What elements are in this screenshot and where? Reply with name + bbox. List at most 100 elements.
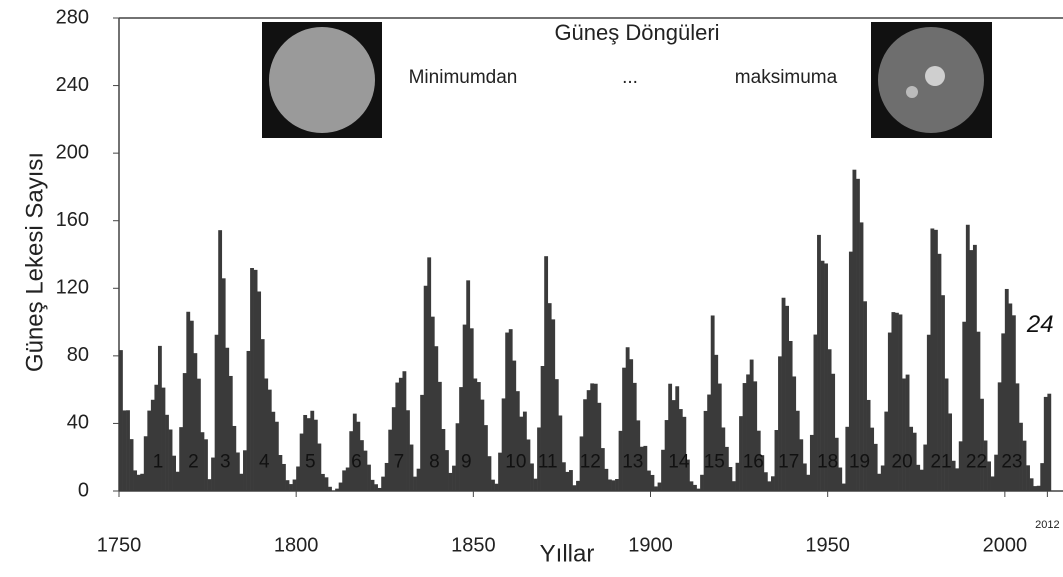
bar — [417, 469, 421, 491]
bar — [612, 480, 616, 491]
bar — [378, 488, 382, 491]
bar — [881, 465, 885, 491]
bar — [289, 484, 293, 491]
bar — [133, 470, 137, 491]
bar — [661, 450, 665, 491]
bar — [651, 475, 655, 491]
bar — [317, 444, 321, 491]
cycle-label: 21 — [930, 451, 951, 472]
bar — [232, 426, 236, 491]
bar — [140, 474, 144, 491]
bar — [268, 390, 272, 491]
bar — [119, 350, 123, 491]
bar — [732, 481, 736, 491]
bar — [176, 472, 180, 491]
bar — [594, 384, 598, 491]
sun-active-region — [925, 66, 945, 86]
cycle-label: 18 — [817, 451, 838, 472]
bar — [576, 481, 580, 491]
bar — [555, 379, 559, 491]
cycle-label: 3 — [220, 451, 231, 472]
bar — [371, 480, 375, 491]
bar — [300, 434, 304, 491]
cycle-label: 2 — [188, 451, 199, 472]
y-tick-label: 40 — [67, 412, 89, 434]
bar — [991, 476, 995, 491]
bar — [502, 398, 506, 491]
bar — [725, 447, 729, 491]
bar — [597, 403, 601, 491]
cycle-label: 4 — [259, 451, 270, 472]
bar — [388, 430, 392, 491]
bar — [169, 430, 173, 491]
bar — [718, 384, 722, 491]
bar — [264, 378, 268, 491]
bar — [902, 378, 906, 491]
bar — [278, 455, 282, 491]
bar — [980, 399, 984, 491]
bar — [1030, 478, 1034, 491]
bar — [1023, 441, 1027, 491]
annotation: maksimuma — [735, 67, 838, 88]
bar — [558, 415, 562, 491]
bar — [239, 474, 243, 491]
bar — [477, 382, 481, 491]
bar — [1033, 486, 1037, 491]
bar — [491, 480, 495, 491]
cycle-label: 13 — [622, 451, 643, 472]
bar — [647, 471, 651, 491]
cycle-label: 14 — [668, 451, 690, 472]
bar — [906, 375, 910, 491]
x-tick-label: 1950 — [805, 534, 850, 556]
bar — [573, 485, 577, 491]
bar — [672, 400, 676, 491]
sun-active-region — [906, 86, 918, 98]
cycle-label: 19 — [849, 451, 870, 472]
bar — [172, 456, 176, 491]
cycle-label: 6 — [351, 451, 362, 472]
bar — [144, 436, 148, 491]
bar — [363, 451, 367, 491]
bar — [179, 427, 183, 491]
bar — [916, 465, 920, 491]
bar — [1037, 486, 1041, 491]
bar — [615, 479, 619, 491]
bar — [583, 399, 587, 491]
bar — [480, 400, 484, 491]
bar — [643, 446, 647, 491]
bars — [119, 170, 1051, 491]
bar — [204, 439, 208, 491]
bar — [534, 479, 538, 491]
bar — [147, 411, 151, 491]
bar — [438, 382, 442, 491]
bar — [1040, 463, 1044, 491]
bar — [211, 458, 215, 491]
bar — [459, 387, 463, 491]
cycle-label: 1 — [153, 451, 164, 472]
y-tick-label: 160 — [56, 209, 89, 231]
bar — [856, 179, 860, 491]
x-tick-label: 1800 — [274, 534, 319, 556]
bar — [792, 376, 796, 491]
y-axis-label: Güneş Lekesi Sayısı — [21, 152, 48, 372]
bar — [736, 463, 740, 491]
bar — [767, 481, 771, 491]
bar — [753, 381, 757, 491]
bar — [183, 373, 187, 491]
bar — [445, 450, 449, 491]
bar — [700, 475, 704, 491]
chart: Güneş Döngüleri Minimumdan ... maksimuma… — [0, 0, 1063, 577]
cycle-label: 24 — [1026, 311, 1054, 338]
bar — [250, 268, 254, 491]
cycle-label: 23 — [1001, 451, 1022, 472]
bar — [707, 395, 711, 491]
y-tick-label: 80 — [67, 344, 89, 366]
x-tick-label: 2012 — [1035, 519, 1059, 531]
bar — [488, 456, 492, 491]
y-tick-label: 0 — [78, 479, 89, 501]
y-tick-label: 200 — [56, 141, 89, 163]
bar — [200, 432, 204, 491]
cycle-label: 7 — [394, 451, 405, 472]
y-tick-label: 120 — [56, 277, 89, 299]
y-tick-label: 240 — [56, 74, 89, 96]
